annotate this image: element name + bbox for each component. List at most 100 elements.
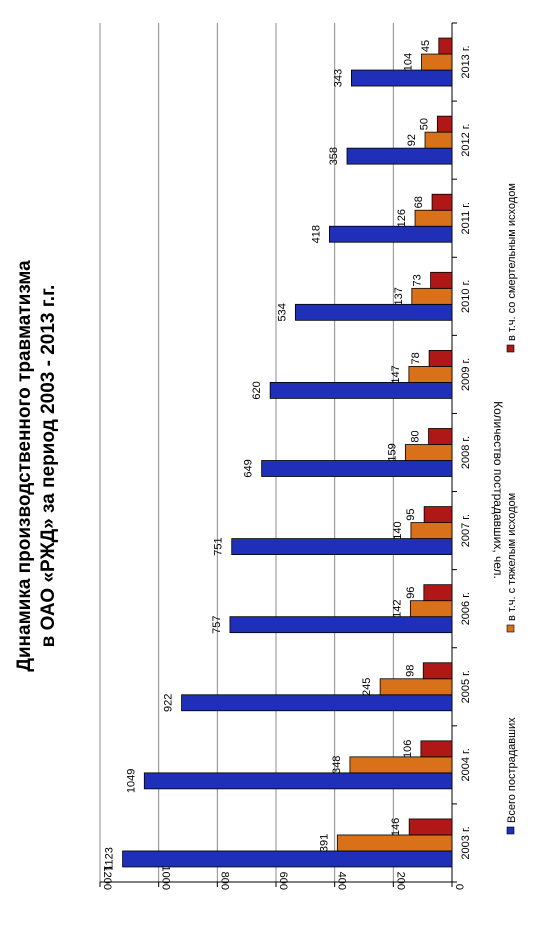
bar [409, 600, 453, 618]
data-label: 245 [361, 678, 373, 696]
data-label: 147 [390, 365, 402, 383]
bar [420, 740, 453, 758]
category-label: 2006 г. [460, 592, 472, 625]
value-tick-label: 400 [336, 872, 348, 890]
data-label: 142 [391, 600, 403, 618]
value-tick-label: 0 [453, 884, 465, 890]
bar [294, 303, 453, 321]
data-label: 159 [386, 443, 398, 461]
bar [336, 834, 453, 852]
data-label: 140 [392, 521, 404, 539]
data-label: 1123 [104, 847, 116, 871]
bar [428, 350, 453, 367]
data-label: 146 [390, 818, 402, 836]
data-label: 106 [402, 740, 414, 758]
data-label: 73 [412, 274, 424, 286]
bar [438, 37, 453, 55]
bar [428, 428, 453, 445]
bar [436, 115, 453, 133]
data-label: 343 [332, 69, 344, 87]
data-label: 68 [413, 196, 425, 208]
legend-swatch [506, 826, 515, 835]
bar [349, 756, 453, 774]
bar [181, 694, 453, 712]
bar [269, 382, 453, 399]
chart-title-line-2: в ОАО «РЖД» за период 2003 - 2013 г.г. [38, 285, 59, 648]
legend-label: в т.ч. с тяжелым исходом [506, 493, 518, 621]
value-tick-label: 1200 [101, 866, 113, 890]
data-label: 78 [410, 352, 422, 364]
data-label: 757 [211, 616, 223, 634]
bar [143, 772, 453, 790]
category-label: 2009 г. [460, 358, 472, 391]
category-label: 2007 г. [460, 514, 472, 547]
data-label: 45 [420, 40, 432, 52]
legend-label: Всего пострадавших [506, 717, 518, 823]
bar [410, 522, 453, 539]
bar [328, 225, 453, 243]
value-axis-ticks: 0 200 400 600 800 1000 1200 [99, 866, 465, 890]
data-label: 104 [402, 53, 414, 71]
value-tick-label: 800 [218, 872, 230, 890]
bar [421, 53, 453, 71]
bar [422, 662, 453, 680]
bar [350, 69, 453, 87]
bar [261, 460, 453, 477]
value-axis-label: Количество пострадавших, чел. [491, 401, 505, 579]
data-label: 534 [276, 303, 288, 321]
bar [404, 444, 453, 461]
value-tick-label: 200 [394, 872, 406, 890]
data-label: 358 [328, 147, 340, 165]
bar [424, 131, 453, 149]
data-label: 1049 [125, 769, 137, 793]
category-label: 2004 г. [460, 748, 472, 781]
bar [431, 193, 453, 211]
bars [122, 37, 453, 868]
bar [346, 147, 453, 165]
chart-title-line-1: Динамика производственного травматизма [14, 260, 35, 672]
data-label: 922 [163, 694, 175, 712]
legend: Всего пострадавших в т.ч. с тяжелым исход… [506, 183, 518, 835]
bar [423, 584, 453, 602]
legend-label: в т.ч. со смертельным исходом [506, 183, 518, 341]
gridlines [99, 23, 453, 883]
bar [408, 818, 453, 836]
data-label: 50 [418, 118, 430, 130]
bar [423, 506, 453, 523]
category-label: 2005 г. [460, 670, 472, 703]
data-label: 620 [251, 381, 263, 399]
bar [408, 366, 453, 383]
data-label: 649 [243, 459, 255, 477]
bar [231, 538, 453, 555]
bar [414, 209, 453, 227]
bar [430, 271, 453, 289]
data-label: 80 [410, 430, 422, 442]
value-tick-label: 1000 [160, 866, 172, 890]
data-label: 95 [405, 508, 417, 520]
bar [122, 850, 453, 868]
category-label: 2003 г. [460, 826, 472, 859]
category-label: 2008 г. [460, 436, 472, 469]
category-axis-labels: 2003 г. 2004 г. 2005 г. 2006 г. 2007 г. 2008 … [452, 22, 472, 883]
data-label: 418 [310, 225, 322, 243]
legend-swatch [506, 344, 515, 353]
data-label: 137 [393, 287, 405, 305]
bar [229, 616, 453, 634]
category-label: 2011 г. [460, 202, 472, 234]
chart-title: Динамика производственного травматизма в… [14, 260, 59, 672]
data-label: 751 [213, 537, 225, 555]
bar [411, 287, 453, 305]
category-label: 2010 г. [460, 280, 472, 313]
category-label: 2012 г. [460, 124, 472, 157]
legend-swatch [506, 624, 515, 633]
data-label: 96 [405, 587, 417, 599]
bar [379, 678, 453, 696]
data-label: 391 [318, 834, 330, 852]
value-tick-label: 600 [277, 872, 289, 890]
data-label: 92 [406, 134, 418, 146]
data-label: 98 [404, 665, 416, 677]
data-label: 348 [331, 756, 343, 774]
data-label: 126 [396, 209, 408, 227]
